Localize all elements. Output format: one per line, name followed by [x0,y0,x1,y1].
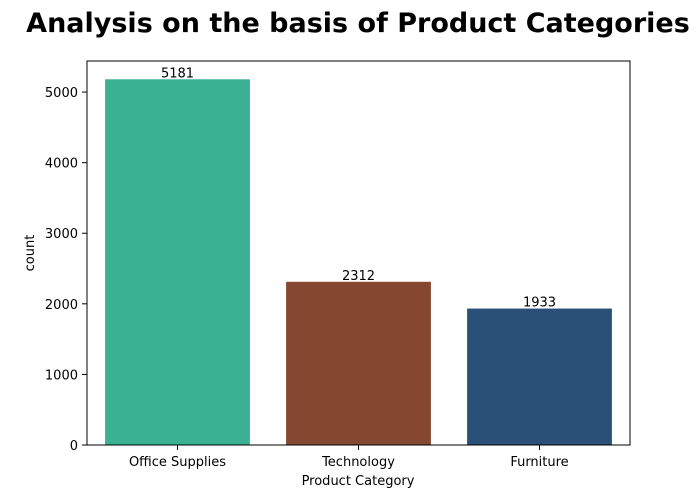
data-label: 5181 [161,66,194,81]
bars-group [105,79,612,446]
y-tick-label: 3000 [45,227,78,242]
bar-technology [286,281,431,445]
y-axis: 0 1000 2000 3000 4000 5000 [45,86,87,454]
y-axis-label: count [23,235,38,272]
y-tick-label: 0 [70,439,78,454]
y-tick-label: 2000 [45,298,78,313]
x-tick-label: Furniture [510,455,568,470]
y-tick-label: 5000 [45,86,78,101]
x-tick-label: Office Supplies [129,455,226,470]
x-tick-label: Technology [321,455,395,470]
chart-title: Analysis on the basis of Product Categor… [26,8,690,39]
data-label: 2312 [342,269,375,284]
bar-furniture [467,308,612,445]
data-label: 1933 [523,296,556,311]
data-labels-group: 5181 2312 1933 [161,66,556,310]
bar-office-supplies [105,79,250,446]
x-axis: Office Supplies Technology Furniture [129,445,569,470]
x-axis-label: Product Category [302,474,415,489]
y-tick-label: 1000 [45,368,78,383]
y-tick-label: 4000 [45,157,78,172]
